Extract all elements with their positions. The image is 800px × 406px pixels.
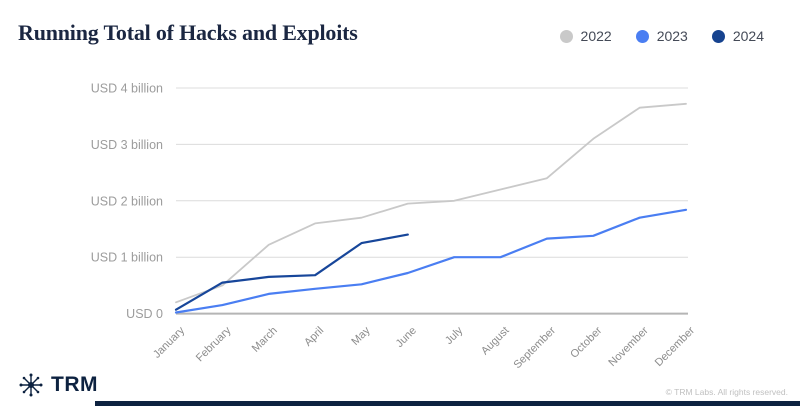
svg-text:February: February (194, 324, 234, 364)
legend-label-2022: 2022 (580, 28, 612, 44)
line-chart: USD 0 USD 1 billion USD 2 billion USD 3 bil… (91, 82, 698, 372)
legend-item-2022: 2022 (559, 28, 612, 44)
svg-text:USD 1 billion: USD 1 billion (91, 251, 163, 265)
bottom-accent-bar (95, 401, 800, 406)
copyright: © TRM Labs. All rights reserved. (665, 387, 788, 397)
header: Running Total of Hacks and Exploits 2022… (0, 0, 800, 56)
svg-text:May: May (349, 324, 373, 348)
svg-text:January: January (151, 324, 188, 361)
trm-logo-text: TRM (51, 373, 98, 396)
legend-item-2024: 2024 (711, 28, 764, 44)
svg-text:June: June (394, 325, 419, 350)
svg-text:July: July (443, 324, 466, 347)
trm-logo-icon (19, 373, 43, 397)
svg-text:April: April (302, 325, 326, 349)
legend-swatch-2024-icon (711, 29, 725, 43)
trm-logo: TRM (18, 372, 98, 398)
legend-label-2023: 2023 (656, 28, 688, 44)
footer: TRM © TRM Labs. All rights reserved. (0, 360, 800, 406)
svg-text:August: August (479, 325, 512, 358)
svg-text:USD 0: USD 0 (126, 307, 163, 321)
legend: 2022 2023 2024 (559, 28, 764, 44)
svg-text:March: March (250, 325, 280, 355)
legend-label-2024: 2024 (732, 28, 764, 44)
page-title: Running Total of Hacks and Exploits (18, 20, 358, 45)
svg-text:USD 3 billion: USD 3 billion (91, 138, 163, 152)
legend-swatch-2023-icon (635, 29, 649, 43)
svg-text:USD 2 billion: USD 2 billion (91, 194, 163, 208)
legend-item-2023: 2023 (635, 28, 688, 44)
svg-text:October: October (568, 324, 604, 360)
svg-text:USD 4 billion: USD 4 billion (91, 82, 163, 96)
legend-swatch-2022-icon (559, 29, 573, 43)
